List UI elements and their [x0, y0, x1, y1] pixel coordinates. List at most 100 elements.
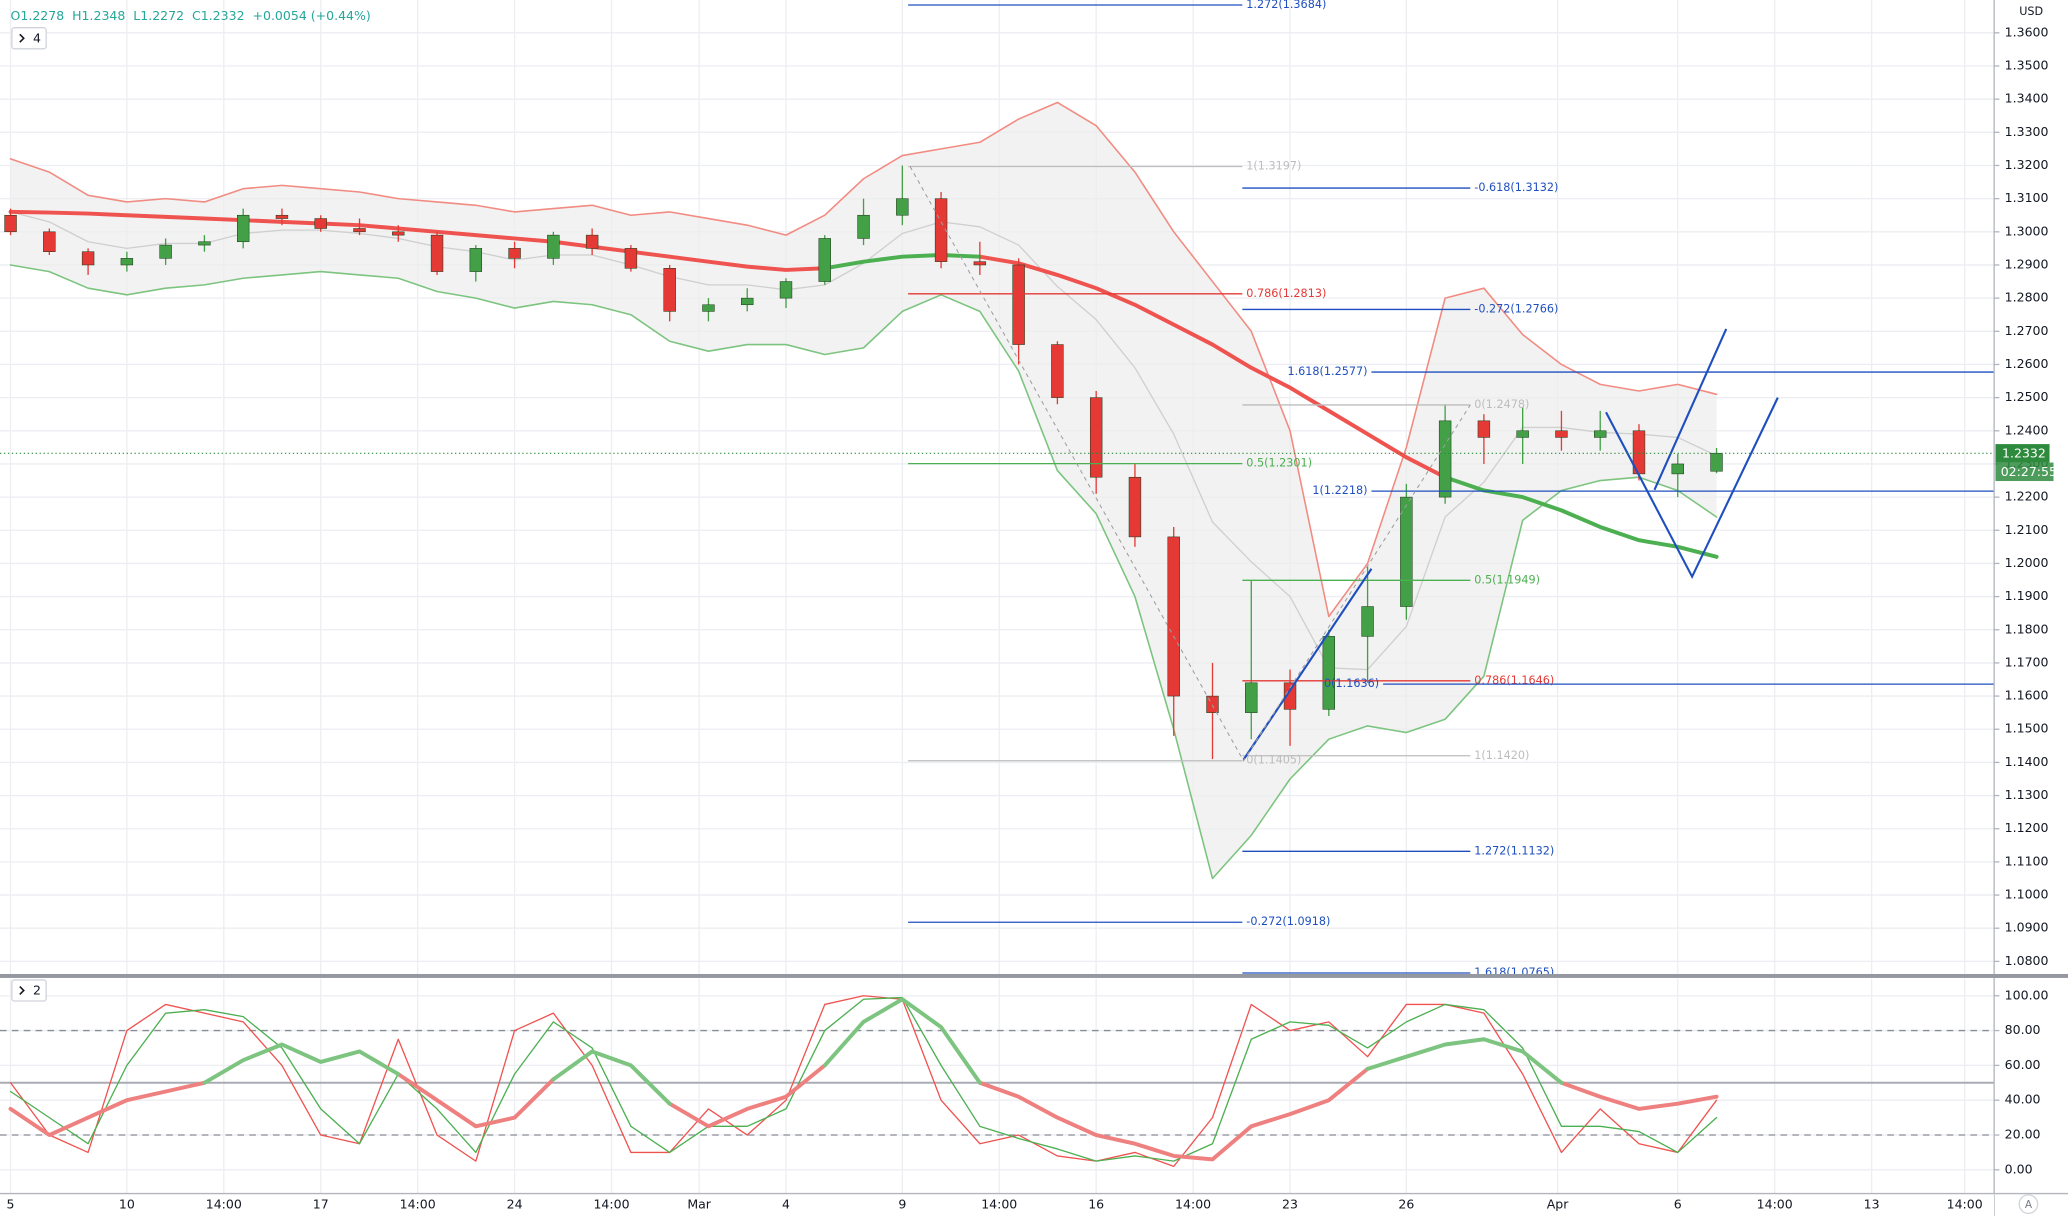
y-tick-label: 1.3300	[2005, 124, 2049, 139]
candle-body	[857, 214, 870, 239]
x-tick-label: Mar	[687, 1196, 711, 1211]
x-tick-label: 14:00	[981, 1196, 1017, 1211]
candle-body	[896, 198, 909, 216]
candle-body	[1710, 453, 1723, 472]
candle-body	[585, 234, 599, 249]
x-tick-label: Apr	[1547, 1196, 1570, 1211]
trend-line	[1605, 397, 1779, 580]
fib-label: 0.5(1.2301)	[1246, 457, 1312, 470]
y-tick-label: 1.1000	[2005, 887, 2049, 902]
countdown-tag	[1995, 462, 2054, 482]
y-tick-label: 1.1700	[2005, 654, 2049, 669]
x-tick-label: 16	[1088, 1196, 1104, 1211]
legend-close: C1.2332	[192, 7, 245, 22]
chevron-icon	[19, 985, 25, 995]
fib-label: 0(1.2478)	[1474, 398, 1529, 411]
candle-body	[43, 231, 56, 252]
y-tick-label: 1.2200	[2005, 489, 2049, 504]
fib-label: 0.5(1.1949)	[1474, 573, 1540, 586]
candle-body	[1089, 397, 1103, 478]
last-price-tag	[1995, 444, 2050, 463]
candle-body	[934, 198, 948, 262]
y-tick-label: 1.3500	[2005, 57, 2049, 72]
fib-label: -0.618(1.3132)	[1474, 181, 1558, 194]
x-tick-label: 14:00	[1947, 1196, 1983, 1211]
candle-body	[353, 228, 366, 233]
y-tick-label: 1.3200	[2005, 157, 2049, 172]
indicator-count: 4	[33, 30, 41, 45]
candle-body	[275, 214, 289, 219]
y-tick-label: 1.2800	[2005, 290, 2049, 305]
candle-body	[1128, 476, 1142, 538]
last-price-label: 1.2332	[2002, 445, 2046, 460]
candle-body	[508, 248, 521, 259]
fib-label: 0.786(1.1646)	[1474, 674, 1554, 687]
candle-body	[741, 297, 754, 306]
indicator-line	[9, 264, 1718, 880]
candle-body	[4, 214, 17, 233]
candle-body	[1477, 420, 1491, 438]
indicators-toggle[interactable]: 2	[11, 979, 47, 1002]
candle-body	[1361, 606, 1374, 637]
indicator-count: 2	[33, 983, 41, 998]
indicator-line	[202, 997, 1564, 1106]
candle-body	[1594, 430, 1607, 438]
y-tick-label: 0.00	[2005, 1161, 2033, 1176]
y-tick-label: 60.00	[2005, 1057, 2041, 1072]
y-tick-label: 20.00	[2005, 1127, 2041, 1142]
stochastic-pane	[0, 978, 1995, 1194]
x-tick-label: 5	[7, 1196, 15, 1211]
y-tick-label: 1.2600	[2005, 356, 2049, 371]
legend-low: L1.2272	[133, 7, 184, 22]
candle-body	[81, 251, 95, 266]
auto-scale-circle[interactable]	[2018, 1194, 2039, 1215]
y-tick-label: 1.1900	[2005, 588, 2049, 603]
fib-label: 0(1.1636)	[1324, 677, 1379, 690]
candle-body	[236, 214, 250, 243]
overlay: O1.2278 H1.2348 L1.2272 C1.2332 +0.0054 …	[11, 5, 2043, 1215]
fib-label: 0(1.1405)	[1246, 754, 1301, 767]
x-tick-label: 26	[1398, 1196, 1414, 1211]
x-tick-label: 14:00	[206, 1196, 242, 1211]
candle-body	[392, 231, 405, 236]
y-tick-label: 1.1500	[2005, 721, 2049, 736]
candle-body	[1555, 430, 1568, 438]
y-tick-label: 1.3000	[2005, 223, 2049, 238]
y-tick-label: 100.00	[2005, 987, 2049, 1002]
x-tick-label: 14:00	[400, 1196, 436, 1211]
candle-body	[430, 234, 444, 272]
auto-scale-button[interactable]: A	[2018, 1194, 2039, 1215]
pane-divider	[0, 973, 2068, 978]
fib-label: 1.618(1.0765)	[1474, 966, 1554, 979]
candle-body	[1516, 430, 1529, 438]
indicators-toggle[interactable]: 4	[11, 27, 47, 50]
trend-line	[1653, 328, 1728, 491]
y-tick-label: 1.2100	[2005, 522, 2049, 537]
candle-body	[314, 218, 327, 229]
toggle-box[interactable]	[11, 979, 47, 1002]
toggle-box[interactable]	[11, 27, 47, 50]
candle-body	[159, 244, 172, 259]
trend-line	[909, 166, 1471, 762]
x-tick-label: 6	[1674, 1196, 1682, 1211]
candle-body	[663, 268, 676, 312]
y-tick-label: 1.1200	[2005, 820, 2049, 835]
candle-body	[1245, 682, 1258, 713]
y-tick-label: 1.1100	[2005, 853, 2049, 868]
chevron-icon	[19, 33, 25, 43]
x-tick-label: 13	[1864, 1196, 1880, 1211]
y-tick-label: 1.1400	[2005, 754, 2049, 769]
candle-body	[1283, 682, 1297, 710]
candle-body	[779, 281, 793, 299]
candle-body	[1206, 695, 1219, 713]
indicator-line	[9, 101, 1718, 618]
fib-label: -0.272(1.0918)	[1246, 915, 1330, 928]
candle-body	[547, 234, 560, 259]
y-tick-label: 1.2000	[2005, 555, 2049, 570]
legend-open: O1.2278	[11, 7, 65, 22]
y-tick-label: 1.2700	[2005, 323, 2049, 338]
indicator-line	[8, 1063, 1719, 1162]
